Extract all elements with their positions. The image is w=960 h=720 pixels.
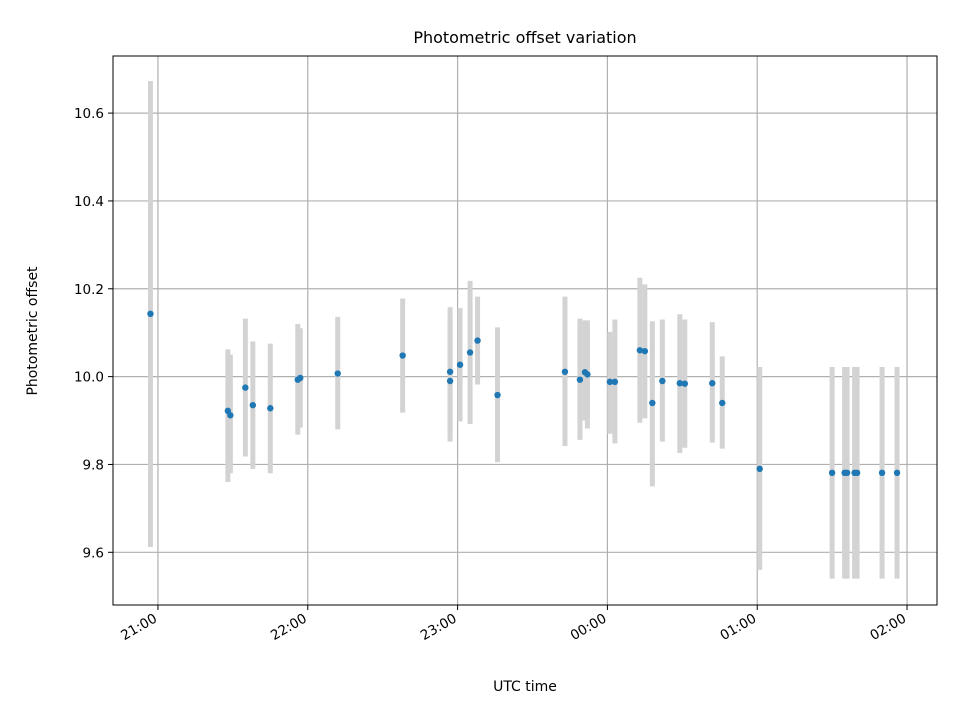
data-point [267, 405, 274, 412]
data-point [334, 370, 341, 377]
data-point [297, 374, 304, 382]
y-tick-label: 10.2 [74, 282, 104, 298]
chart-title: Photometric offset variation [413, 28, 636, 47]
data-points [147, 310, 901, 477]
data-point [606, 378, 614, 386]
data-point [242, 384, 249, 391]
data-point [636, 347, 644, 354]
data-point [399, 352, 406, 359]
y-tick-label: 10.0 [74, 370, 104, 386]
data-point [843, 469, 851, 477]
plot-area [112, 55, 938, 606]
data-point [828, 469, 836, 477]
data-point [641, 347, 649, 355]
data-point [466, 349, 474, 356]
data-point [446, 368, 454, 375]
plot-frame [112, 55, 938, 606]
data-point [561, 368, 569, 375]
data-point [676, 380, 684, 387]
y-tick-label: 10.6 [74, 106, 104, 122]
y-tick-label: 10.4 [74, 194, 104, 210]
data-point [576, 376, 584, 383]
y-tick-label: 9.6 [83, 545, 104, 561]
data-point [446, 377, 454, 385]
data-point [893, 469, 901, 477]
data-point [147, 310, 154, 318]
data-point [756, 465, 763, 473]
data-point [878, 469, 886, 477]
x-axis-label: UTC time [493, 679, 557, 695]
data-point [709, 380, 716, 387]
data-point [659, 377, 666, 385]
data-point [611, 378, 619, 386]
data-point [649, 399, 656, 407]
y-tick-label: 9.8 [83, 457, 104, 473]
data-point [719, 399, 726, 407]
data-point [474, 337, 481, 344]
data-point [249, 401, 257, 409]
data-point [681, 380, 689, 387]
data-point [227, 412, 234, 419]
y-axis-ticks: 9.6 9.8 10.0 10.2 10.4 10.6 [74, 106, 113, 561]
data-point [584, 371, 591, 378]
data-point [456, 361, 464, 368]
data-point [853, 469, 861, 477]
y-axis-label: Photometric offset [25, 266, 41, 396]
data-point [494, 391, 501, 399]
